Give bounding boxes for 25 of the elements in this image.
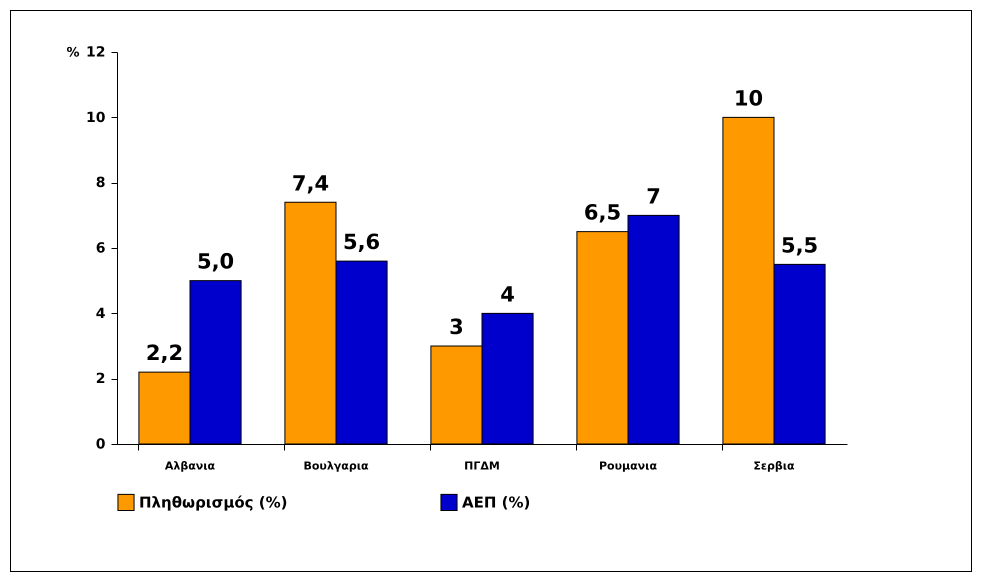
data-label: 6,5 (584, 200, 622, 225)
x-tick-label: ΠΓΔΜ (464, 460, 500, 472)
data-label: 3 (449, 315, 464, 339)
x-tick-label: Αλβανια (164, 460, 216, 472)
x-tick-label: Σερβια (753, 460, 796, 472)
data-label: 2,2 (146, 341, 184, 366)
y-tick-label: 4 (96, 306, 106, 322)
legend-label: ΑΕΠ (%) (462, 493, 530, 512)
legend-label: Πληθωρισμός (%) (139, 493, 288, 512)
data-label: 7 (646, 184, 661, 208)
data-label: 7,4 (292, 171, 330, 196)
y-tick-label: 2 (96, 371, 106, 388)
data-label: 5,6 (342, 230, 380, 254)
data-label: 4 (500, 282, 515, 306)
y-tick-label: 8 (96, 175, 106, 192)
data-label: 10 (734, 86, 764, 110)
data-label: 5,0 (196, 250, 234, 274)
x-tick-label: Βουλγαρια (303, 460, 369, 472)
y-tick-label: 0 (96, 436, 106, 452)
y-tick-label: 10 (86, 110, 106, 126)
y-tick-label: 6 (96, 240, 106, 256)
data-label: 5,5 (780, 233, 818, 258)
y-axis-title: % (66, 46, 80, 60)
x-tick-label: Ρουμανια (598, 460, 658, 472)
y-tick-label: 12 (86, 44, 106, 60)
